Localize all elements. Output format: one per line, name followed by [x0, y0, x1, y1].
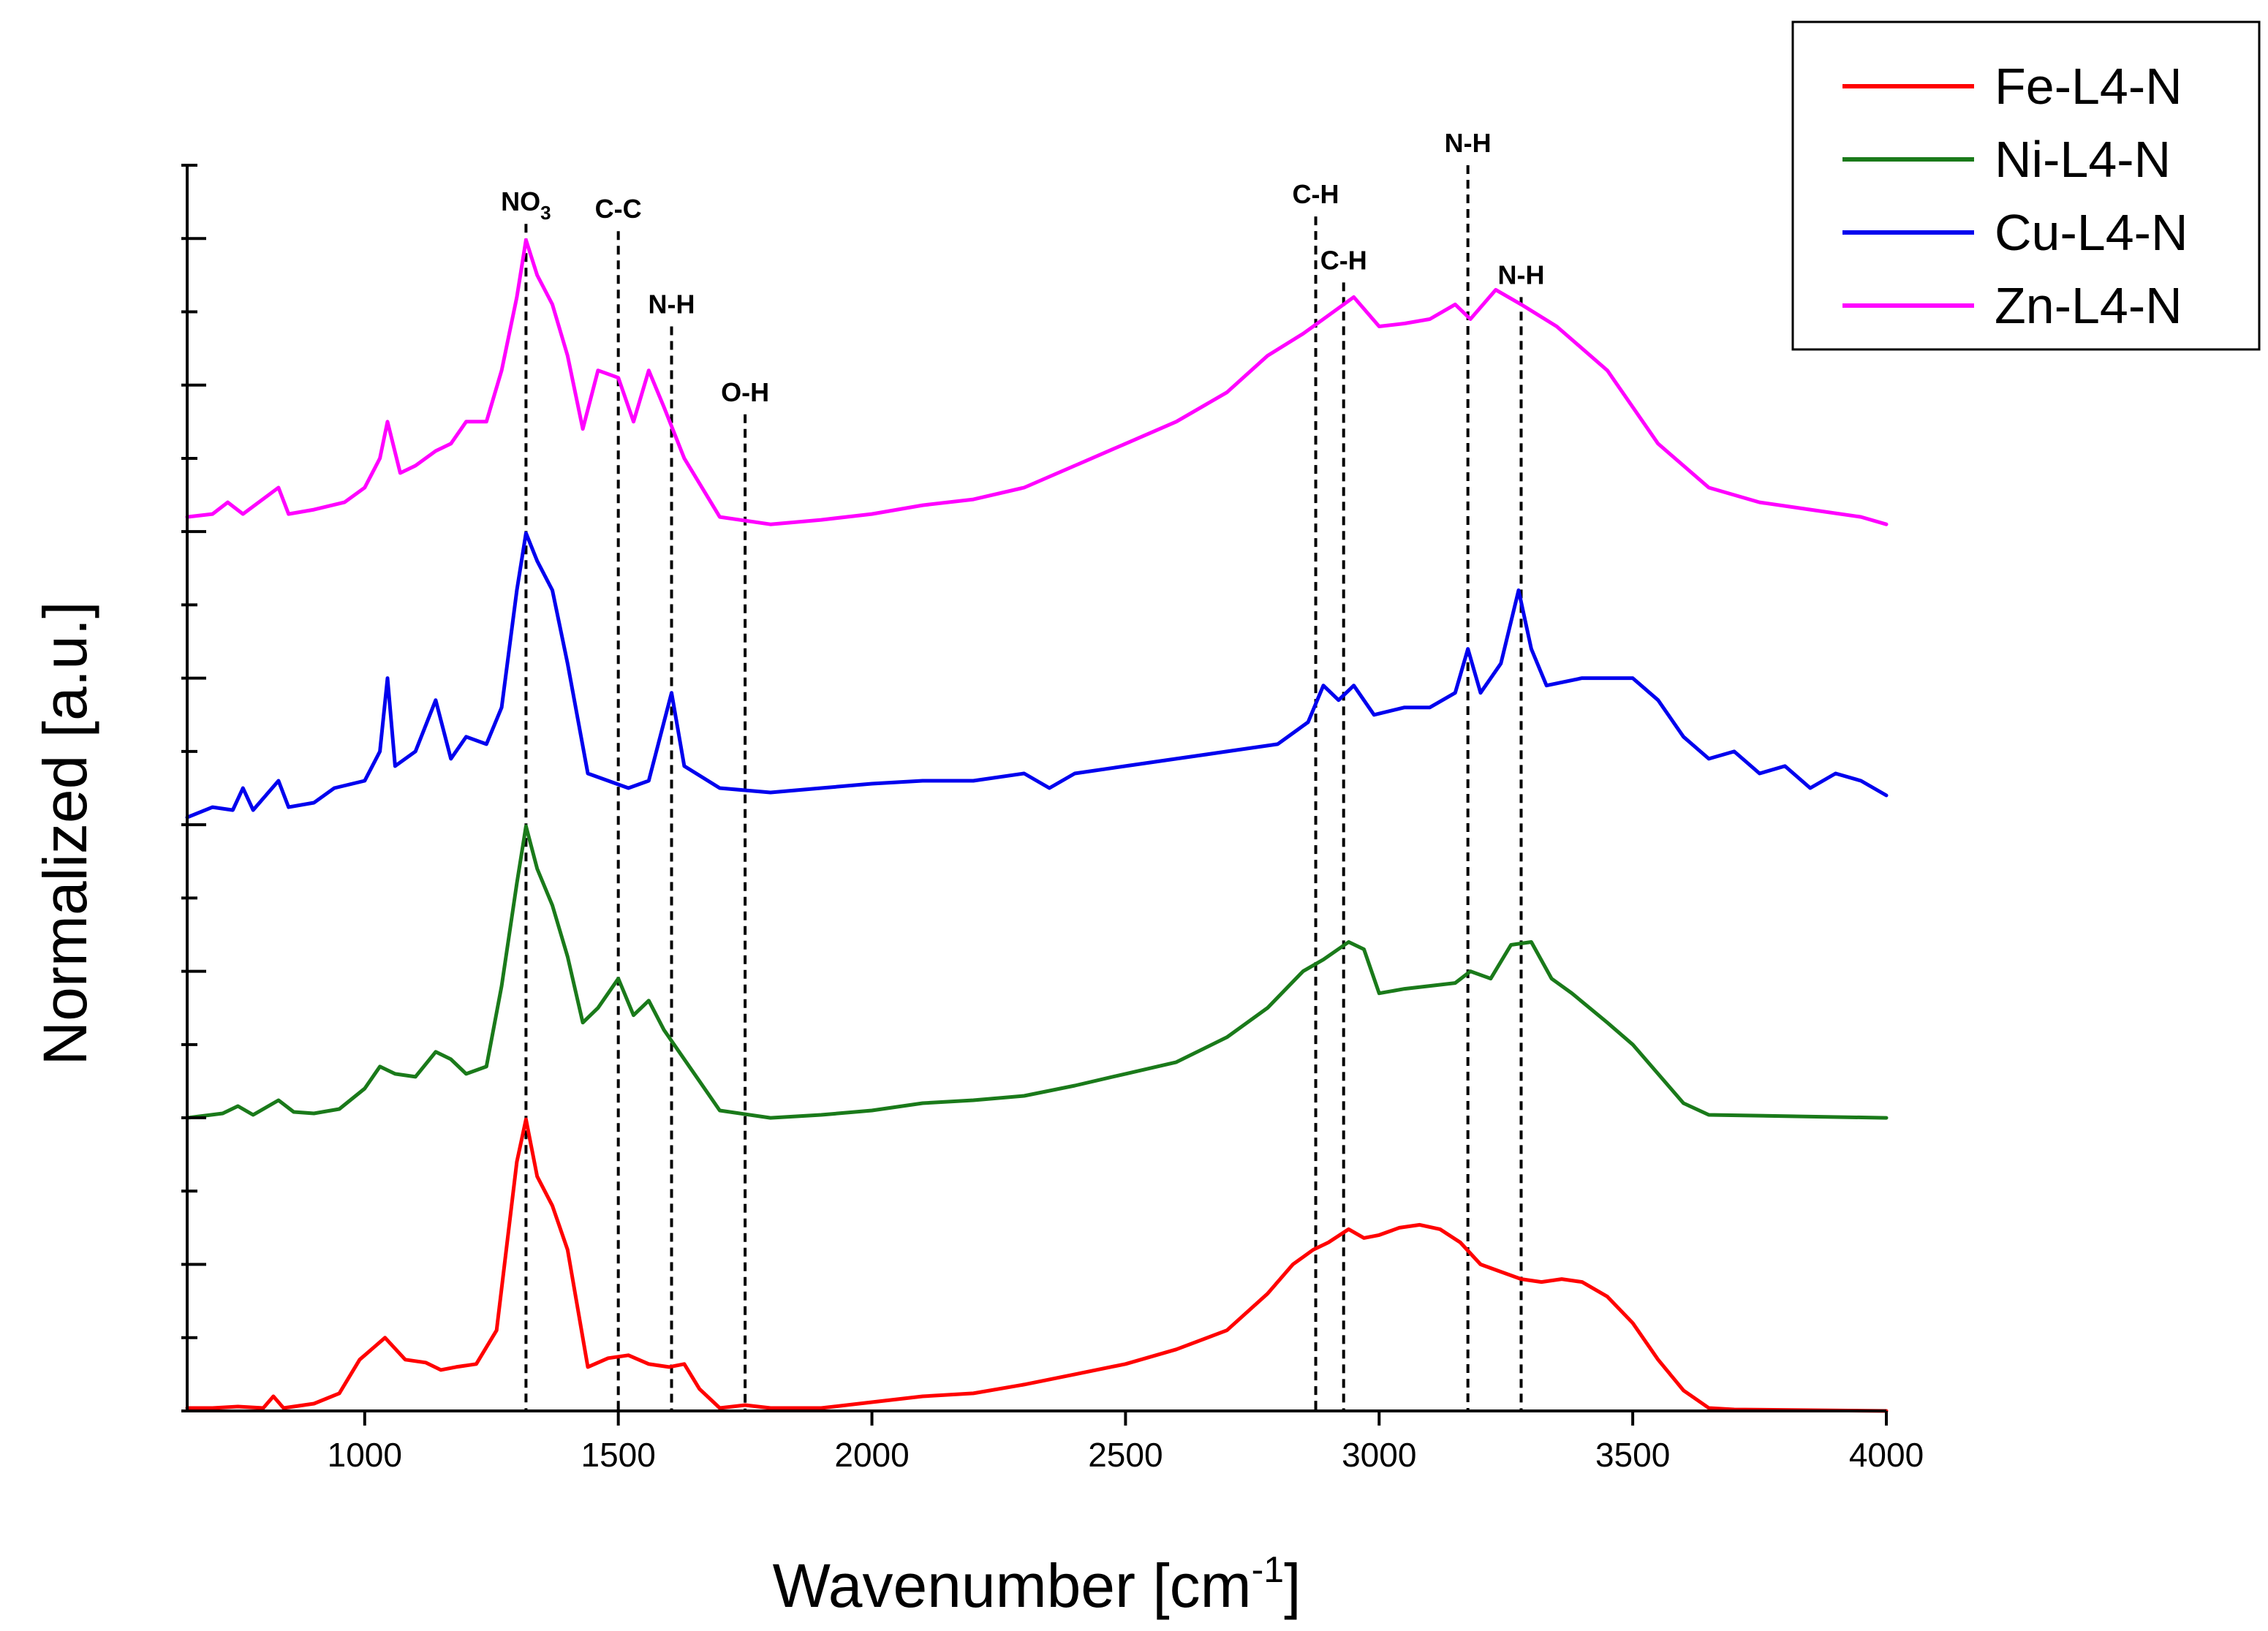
series-cu-l4-n [185, 531, 1889, 820]
x-axis-title: Wavenumber [cm-1] [773, 1549, 1301, 1620]
peak-markers: NO3 C-C N-H O-H C-H C-H N-H N-H [501, 128, 1545, 1411]
x-tick-label: 3500 [1595, 1436, 1670, 1474]
series-zn-l4-n [185, 238, 1889, 526]
y-ticks [181, 164, 206, 1412]
peak-label: N-H [1498, 260, 1545, 290]
legend-label: Cu-L4-N [1995, 204, 2188, 261]
peak-label: C-C [595, 194, 642, 224]
x-tick-label: 3000 [1342, 1436, 1416, 1474]
series-ni-l4-n [185, 824, 1889, 1120]
legend-label: Fe-L4-N [1995, 58, 2182, 115]
x-axis-title-main: Wavenumber [cm [773, 1551, 1252, 1620]
x-tick-label: 1000 [328, 1436, 402, 1474]
peak-label: C-H [1293, 179, 1339, 209]
peak-label: N-H [649, 290, 695, 319]
legend-label: Ni-L4-N [1995, 131, 2171, 188]
series-fe-l4-n [185, 1117, 1889, 1413]
legend-label: Zn-L4-N [1995, 277, 2182, 334]
x-ticks: 1000 1500 2000 2500 3000 3500 4000 [328, 1411, 1924, 1474]
peak-label: O-H [721, 377, 769, 407]
x-axis-title-sup: -1 [1252, 1549, 1284, 1590]
x-axis-title-end: ] [1284, 1551, 1301, 1620]
y-axis-title: Normalized [a.u.] [31, 602, 99, 1066]
x-tick-label: 2000 [834, 1436, 909, 1474]
x-tick-label: 2500 [1088, 1436, 1163, 1474]
peak-label: N-H [1445, 128, 1492, 158]
axes [186, 165, 1886, 1412]
legend: Fe-L4-N Ni-L4-N Cu-L4-N Zn-L4-N [1791, 20, 2261, 351]
x-tick-label: 4000 [1849, 1436, 1924, 1474]
series-lines [185, 238, 1889, 1413]
peak-label: NO3 [501, 186, 551, 224]
x-tick-label: 1500 [581, 1436, 655, 1474]
legend-box [1791, 20, 2261, 351]
peak-label: C-H [1320, 245, 1367, 275]
